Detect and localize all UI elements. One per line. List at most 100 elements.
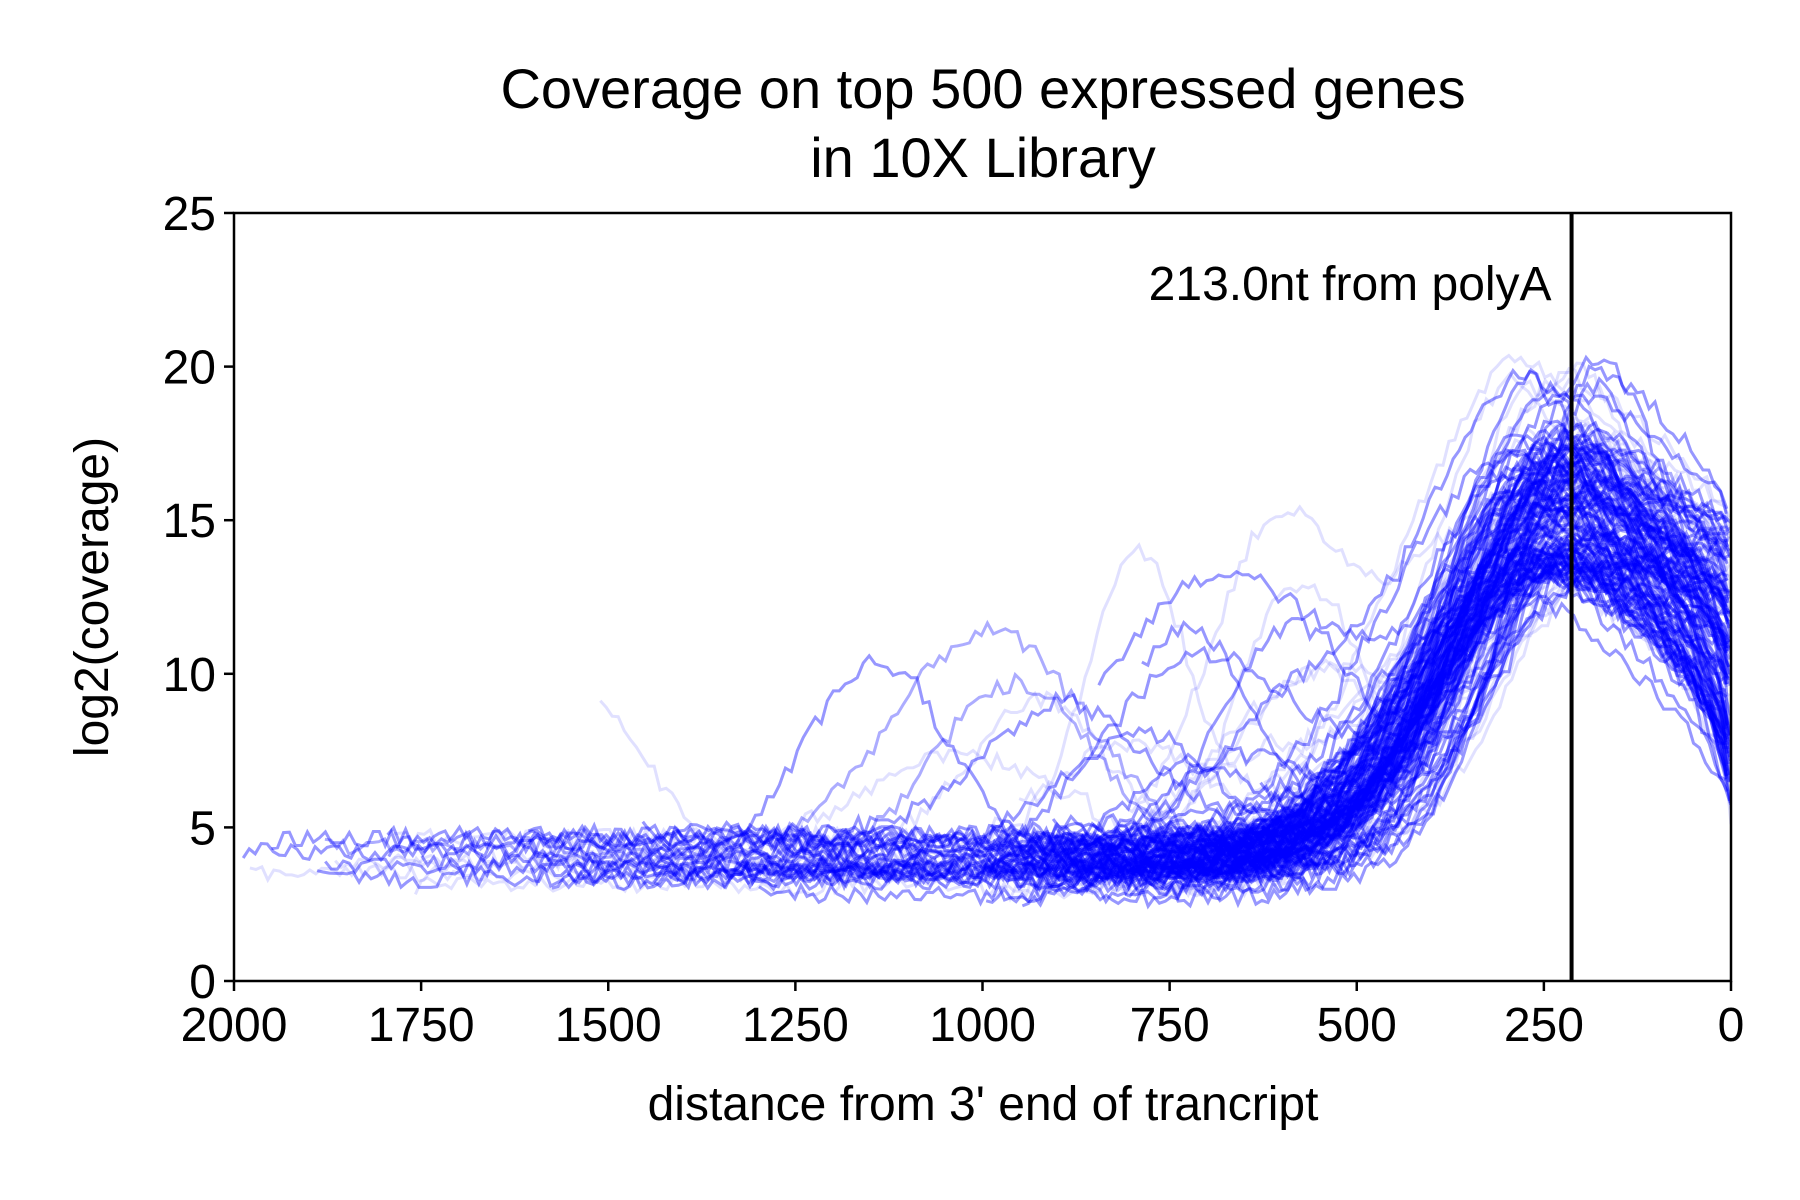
coverage-series-line [1210,530,1729,840]
coverage-series-line [712,562,1727,857]
coverage-series-line [983,475,1729,878]
coverage-series-line [987,419,1727,863]
coverage-series-line [820,475,1731,886]
coverage-series-line [1149,501,1727,870]
coverage-series-line [1229,523,1729,847]
coverage-series-line [1090,551,1727,868]
coverage-series-line [1141,535,1731,847]
polya-distance-label: 213.0nt from polyA [1149,258,1552,311]
coverage-series-line [987,419,1727,863]
coverage-series-line [1021,557,1731,910]
coverage-series-line [527,433,1728,846]
coverage-series-line [1102,473,1728,862]
coverage-series-line [1129,535,1730,905]
coverage-series-line [1259,448,1730,794]
coverage-series-line [1091,548,1729,842]
coverage-series-line [1268,467,1731,870]
coverage-series-line [1140,512,1730,845]
coverage-series-line [1223,369,1729,862]
coverage-series-line [1268,435,1730,841]
coverage-series-line [1136,542,1731,872]
coverage-series-line [1091,548,1729,842]
coverage-series-line [529,525,1728,855]
coverage-series-line [1141,535,1731,847]
coverage-series-line [634,422,1727,877]
coverage-series-line [575,446,1728,883]
coverage-series-line [653,539,1728,890]
coverage-series-line [641,522,1728,840]
coverage-series-line [1109,420,1729,856]
coverage-series-line [1142,511,1730,855]
coverage-series-line [316,474,1731,892]
coverage-series-line [1223,369,1729,862]
coverage-series-line [744,486,1730,883]
coverage-series-line [987,497,1726,863]
y-tick-label: 15 [163,495,216,548]
coverage-series-line [1178,525,1731,885]
coverage-series-line [1211,548,1729,861]
coverage-series-line [1222,558,1727,873]
coverage-series-line [652,531,1731,884]
coverage-series-line [995,551,1728,855]
coverage-series-line [1246,541,1727,846]
coverage-series-line [662,537,1731,848]
coverage-series-line [808,520,1731,870]
coverage-series-line [1256,518,1731,855]
coverage-series-line [1044,521,1729,881]
coverage-series-line [1046,465,1731,854]
coverage-series-line [1041,426,1731,862]
coverage-series-line [652,531,1731,884]
coverage-series-line [1184,469,1729,865]
coverage-series-line [316,474,1731,892]
x-tick-label: 1750 [368,999,475,1052]
coverage-series-line [1222,558,1727,873]
coverage-series-line [1152,444,1729,860]
coverage-series-line [1046,465,1731,854]
coverage-series-line [1132,484,1728,864]
coverage-series-line [1196,379,1731,891]
coverage-series-line [1036,561,1728,858]
coverage-series-line [1090,551,1727,868]
coverage-series-line [1009,441,1730,854]
coverage-series-line [581,481,1729,879]
coverage-series-line [1194,481,1730,887]
coverage-series-line [1001,459,1729,891]
coverage-series-line [1144,361,1728,843]
coverage-series-line [1062,490,1730,871]
coverage-series-line [1048,547,1728,857]
coverage-series-line [634,422,1727,877]
coverage-series-line [1047,427,1731,897]
coverage-series-line [373,379,1729,876]
y-axis-label: log2(coverage) [66,437,119,757]
coverage-series-line [1243,560,1730,879]
coverage-series-line [1090,551,1727,868]
coverage-series-line [990,505,1729,840]
coverage-series-line [324,505,1728,859]
coverage-series-line [531,423,1731,870]
coverage-series-line [454,540,1731,855]
coverage-series-line [414,485,1729,898]
coverage-series-line [1167,547,1728,876]
coverage-series-line [995,551,1728,855]
coverage-series-line [1018,442,1728,843]
coverage-series-line [1123,480,1730,891]
coverage-series-line [1158,477,1730,875]
coverage-series-line [1032,542,1730,894]
coverage-series-line [454,540,1731,855]
coverage-series-line [1022,452,1731,870]
coverage-series-line [1101,354,1731,864]
coverage-series-line [645,560,1731,879]
coverage-series-line [420,558,1728,873]
coverage-series-line [1053,451,1728,876]
coverage-series-line [1036,561,1728,858]
coverage-series-line [1141,535,1731,847]
coverage-series-line [1064,481,1731,882]
coverage-series-line [1051,544,1731,834]
coverage-series-line [1103,443,1729,848]
coverage-series-line [733,438,1730,877]
coverage-series-line [1125,486,1731,814]
coverage-series-line [1097,444,1729,726]
coverage-series-line [760,390,1728,860]
coverage-series-line [988,571,1728,836]
coverage-series-line [1223,369,1729,862]
